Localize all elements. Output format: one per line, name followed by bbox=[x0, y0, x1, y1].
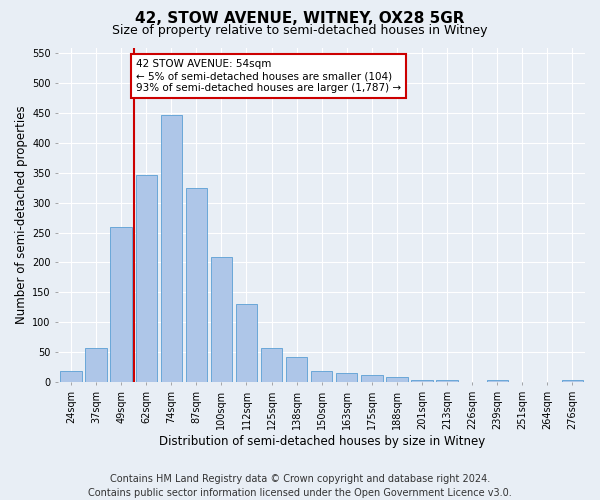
Bar bbox=[61, 371, 82, 382]
Text: Size of property relative to semi-detached houses in Witney: Size of property relative to semi-detach… bbox=[112, 24, 488, 37]
Bar bbox=[261, 348, 282, 382]
Bar bbox=[211, 256, 232, 382]
Bar bbox=[236, 304, 257, 382]
Bar bbox=[386, 377, 407, 382]
Bar bbox=[336, 373, 358, 382]
Bar bbox=[161, 115, 182, 382]
Bar bbox=[185, 188, 207, 382]
Y-axis label: Number of semi-detached properties: Number of semi-detached properties bbox=[15, 106, 28, 324]
Bar bbox=[487, 380, 508, 382]
Text: 42, STOW AVENUE, WITNEY, OX28 5GR: 42, STOW AVENUE, WITNEY, OX28 5GR bbox=[135, 11, 465, 26]
Bar bbox=[110, 226, 132, 382]
Text: Contains HM Land Registry data © Crown copyright and database right 2024.
Contai: Contains HM Land Registry data © Crown c… bbox=[88, 474, 512, 498]
Bar bbox=[361, 376, 383, 382]
Text: 42 STOW AVENUE: 54sqm
← 5% of semi-detached houses are smaller (104)
93% of semi: 42 STOW AVENUE: 54sqm ← 5% of semi-detac… bbox=[136, 60, 401, 92]
Bar bbox=[562, 380, 583, 382]
X-axis label: Distribution of semi-detached houses by size in Witney: Distribution of semi-detached houses by … bbox=[158, 434, 485, 448]
Bar bbox=[412, 380, 433, 382]
Bar bbox=[286, 358, 307, 382]
Bar bbox=[311, 371, 332, 382]
Bar bbox=[436, 380, 458, 382]
Bar bbox=[136, 174, 157, 382]
Bar bbox=[85, 348, 107, 382]
